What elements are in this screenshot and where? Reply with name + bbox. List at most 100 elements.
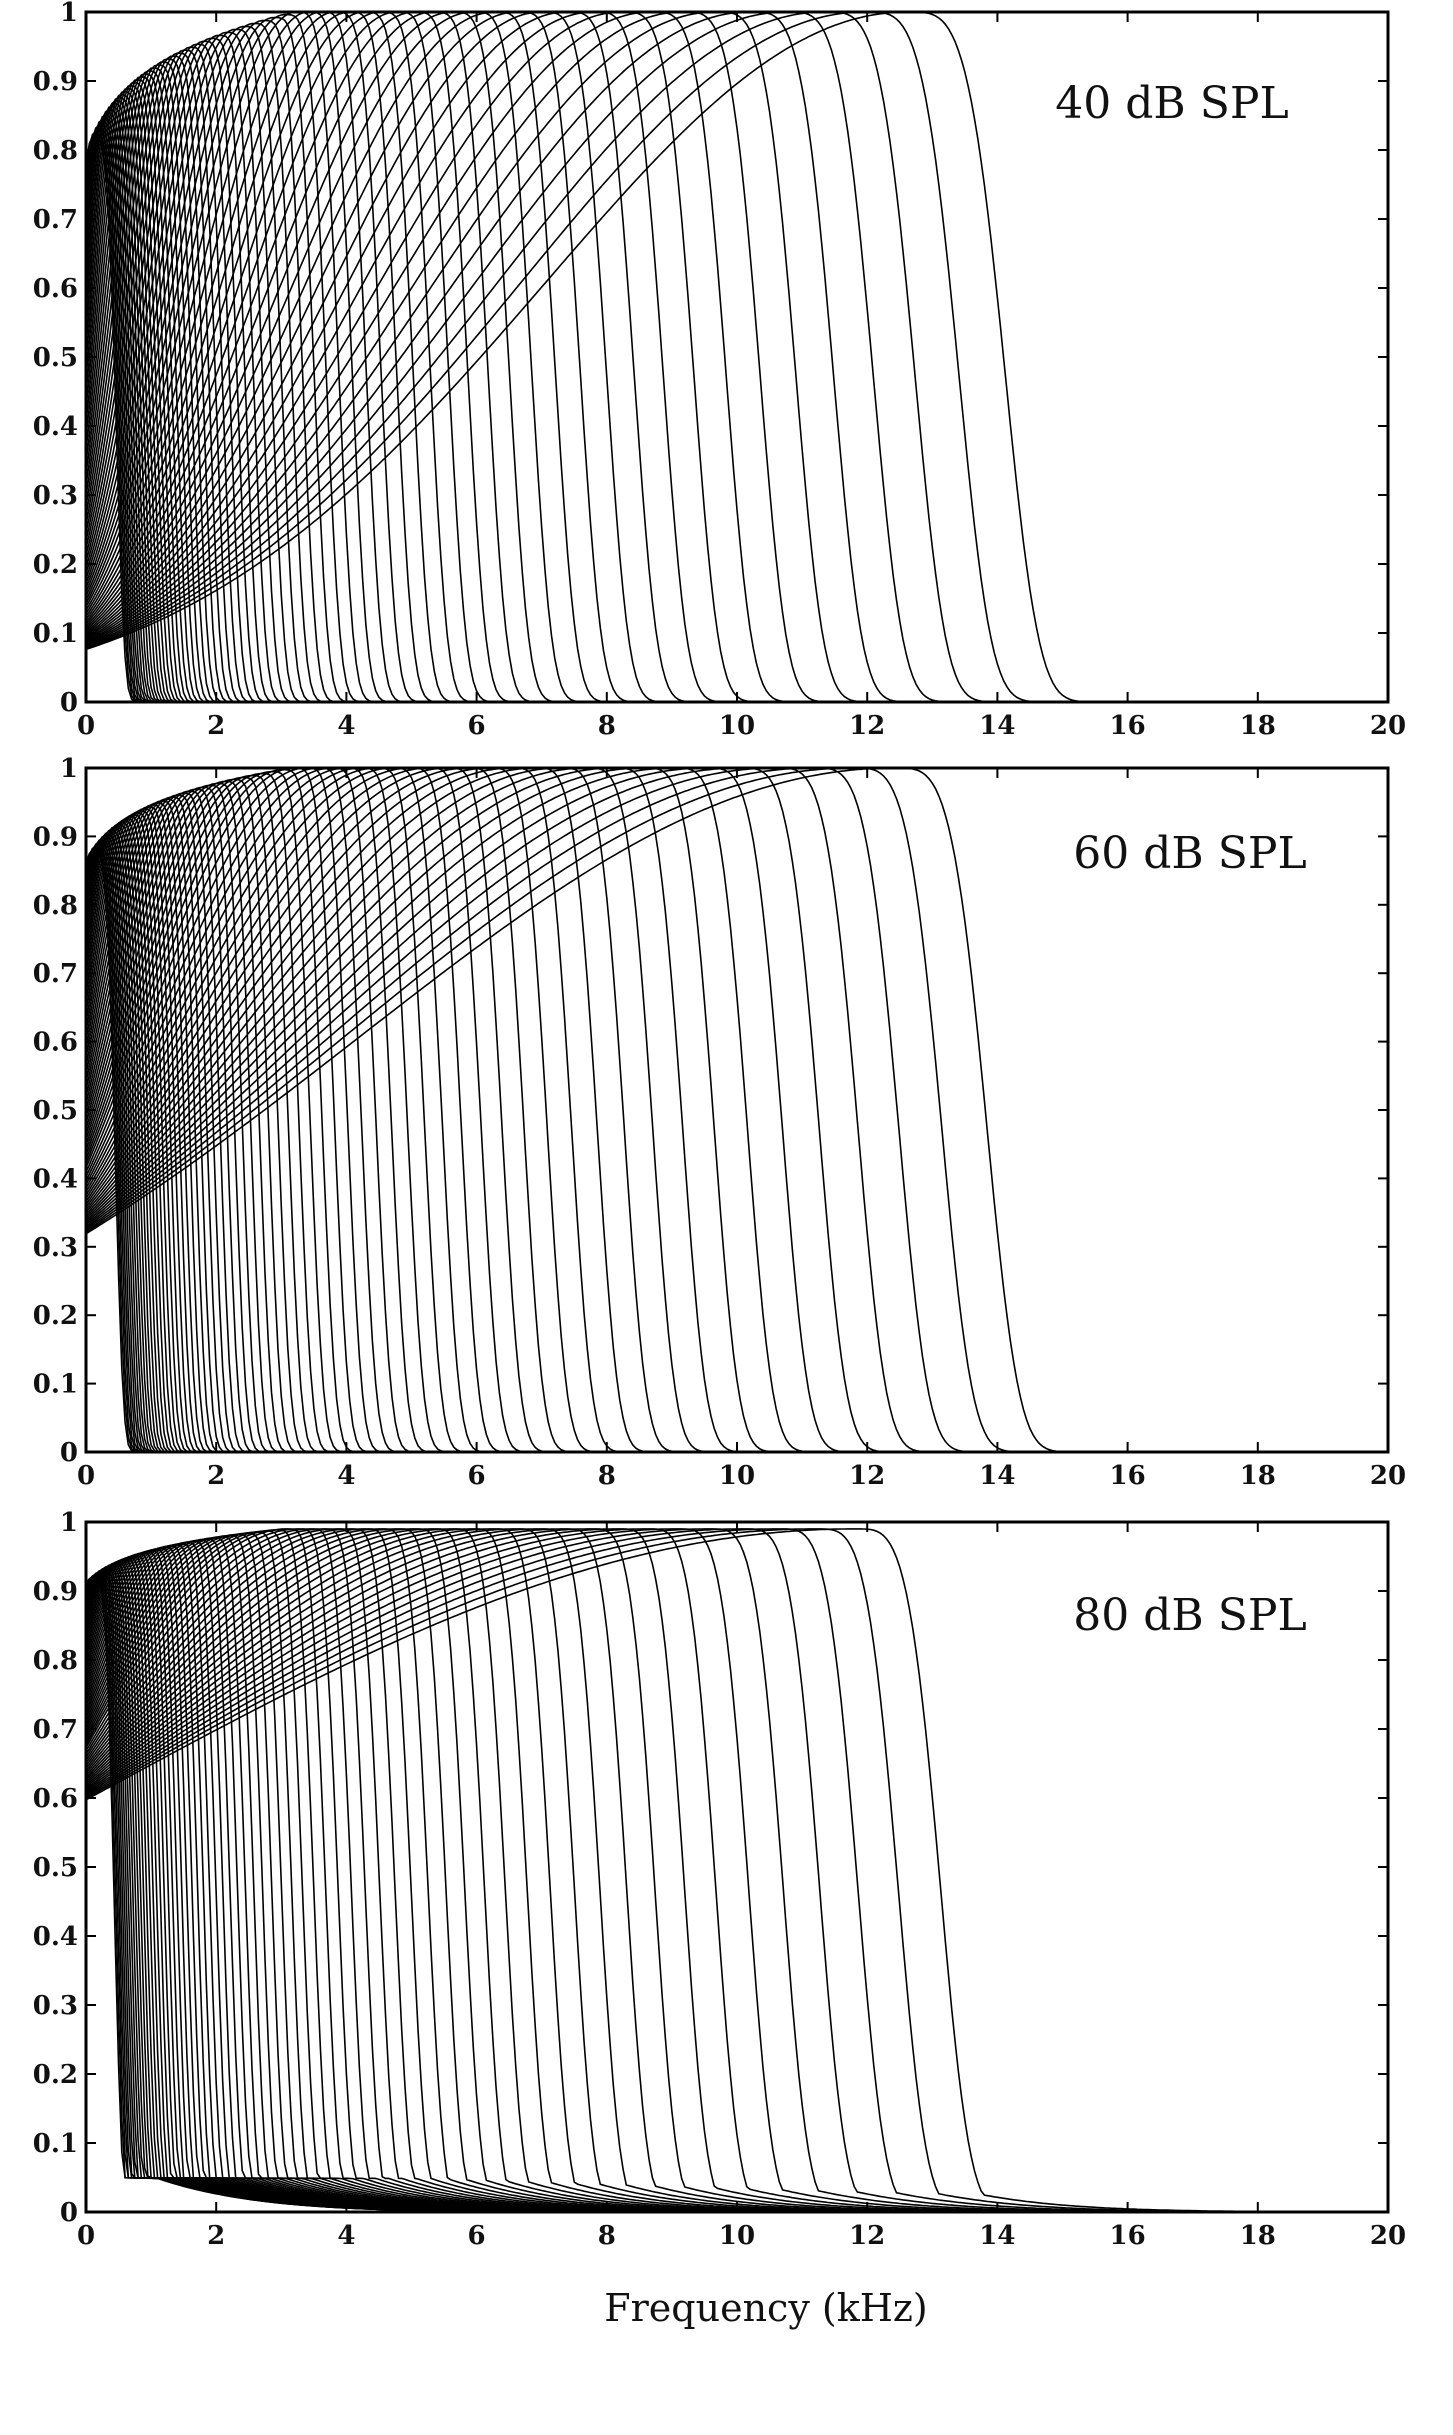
tuning-curve	[86, 12, 1388, 702]
panel-3: 0 2 4 6 8 10 12 14 16 18 20 0 0.1 0.2 0.3 0.4 0.5 0.6 0.7 0…	[33, 1508, 1406, 2251]
x-tick-label: 8	[598, 1461, 616, 1491]
x-tick-label: 20	[1370, 711, 1406, 741]
y-tick-label: 0.5	[33, 343, 78, 373]
x-tick-label: 16	[1110, 711, 1146, 741]
tuning-curve	[86, 99, 1388, 702]
tuning-curve	[86, 778, 1388, 1452]
y-tick-label: 0.4	[33, 412, 78, 442]
tuning-curve	[86, 120, 1388, 702]
y-tick-label: 0.1	[33, 2129, 78, 2159]
tuning-curve	[86, 12, 1388, 702]
x-tick-label: 6	[468, 1461, 486, 1491]
tuning-curve	[86, 1528, 1388, 2212]
y-tick-label: 0.4	[33, 1922, 78, 1952]
x-tick-label: 14	[979, 1461, 1015, 1491]
tuning-curve	[86, 816, 1388, 1452]
tuning-curve	[86, 12, 1388, 702]
y-tick-label: 0.9	[33, 67, 78, 97]
y-tick-label: 0.1	[33, 619, 78, 649]
tuning-curve	[86, 784, 1388, 1452]
x-tick-label: 16	[1110, 2221, 1146, 2251]
y-tick-label: 0.2	[33, 1301, 78, 1331]
y-tick-label: 1	[60, 754, 78, 784]
x-tick-label: 0	[77, 2221, 95, 2251]
tuning-curve	[86, 12, 1388, 702]
tuning-curve	[86, 16, 1388, 702]
x-tick-label: 4	[337, 1461, 355, 1491]
tuning-curve	[86, 819, 1388, 1452]
y-tick-label: 0	[60, 1438, 78, 1468]
y-tick-label: 0.3	[33, 481, 78, 511]
x-tick-label: 12	[849, 1461, 885, 1491]
tuning-curve	[86, 114, 1388, 702]
tuning-curve	[86, 788, 1388, 1452]
tuning-curve	[86, 790, 1388, 1452]
panel-annotation: 60 dB SPL	[1073, 828, 1306, 879]
tuning-curve	[86, 105, 1388, 702]
panel-annotation: 40 dB SPL	[1055, 78, 1288, 129]
tuning-curve	[86, 823, 1388, 1452]
tuning-curve	[86, 768, 1388, 1452]
tuning-curve	[86, 812, 1388, 1452]
y-tick-label: 0.2	[33, 2060, 78, 2090]
y-tick-label: 0	[60, 2198, 78, 2228]
tuning-curve	[86, 12, 1388, 702]
y-tick-label: 0.6	[33, 1028, 78, 1058]
x-tick-label: 10	[719, 2221, 755, 2251]
tuning-curve	[86, 96, 1388, 702]
tuning-curve	[86, 772, 1388, 1452]
x-tick-label: 16	[1110, 1461, 1146, 1491]
tuning-curve	[86, 786, 1388, 1452]
tuning-curve	[86, 776, 1388, 1452]
tuning-curve	[86, 25, 1388, 702]
y-tick-label: 0.8	[33, 136, 78, 166]
tuning-curve	[86, 84, 1388, 702]
tuning-curve	[86, 837, 1388, 1452]
x-tick-label: 14	[979, 2221, 1015, 2251]
x-tick-label: 12	[849, 711, 885, 741]
tuning-curve	[86, 847, 1388, 1452]
tuning-curve	[86, 794, 1388, 1452]
y-tick-label: 0.1	[33, 1370, 78, 1400]
tuning-curve	[86, 93, 1388, 702]
y-tick-label: 0.7	[33, 1715, 78, 1745]
tuning-curve	[86, 768, 1388, 1452]
tuning-curve	[86, 774, 1388, 1452]
tuning-curve	[86, 768, 1388, 1452]
x-tick-label: 20	[1370, 2221, 1406, 2251]
tuning-curve	[86, 827, 1388, 1452]
tuning-curve	[86, 12, 1388, 702]
tuning-curve	[86, 768, 1388, 1452]
tuning-curve	[86, 808, 1388, 1452]
tuning-curve	[86, 1545, 1388, 2212]
tuning-curve	[86, 129, 1388, 702]
tuning-curve	[86, 845, 1388, 1452]
tuning-curve	[86, 12, 1388, 702]
y-tick-label: 1	[60, 0, 78, 28]
tuning-curve	[86, 12, 1388, 702]
tuning-curve	[86, 768, 1388, 1452]
tuning-curve	[86, 123, 1388, 702]
tuning-curve	[86, 90, 1388, 702]
tuning-curve	[86, 768, 1388, 1452]
tuning-curve	[86, 831, 1388, 1452]
tuning-curve	[86, 132, 1388, 702]
tuning-curve	[86, 768, 1388, 1452]
tuning-curve	[86, 768, 1388, 1452]
tuning-curve	[86, 117, 1388, 702]
x-tick-label: 10	[719, 1461, 755, 1491]
tuning-curve	[86, 19, 1388, 702]
panel-annotation: 80 dB SPL	[1073, 1590, 1306, 1641]
tuning-curve	[86, 12, 1388, 702]
x-tick-label: 10	[719, 711, 755, 741]
tuning-curve	[86, 87, 1388, 702]
x-tick-label: 6	[468, 2221, 486, 2251]
tuning-curve	[86, 1543, 1388, 2212]
x-tick-label: 2	[207, 1461, 225, 1491]
y-tick-label: 0.7	[33, 959, 78, 989]
x-tick-label: 4	[337, 2221, 355, 2251]
y-tick-label: 0.8	[33, 891, 78, 921]
y-tick-label: 0.5	[33, 1853, 78, 1883]
tuning-curve	[86, 768, 1388, 1452]
